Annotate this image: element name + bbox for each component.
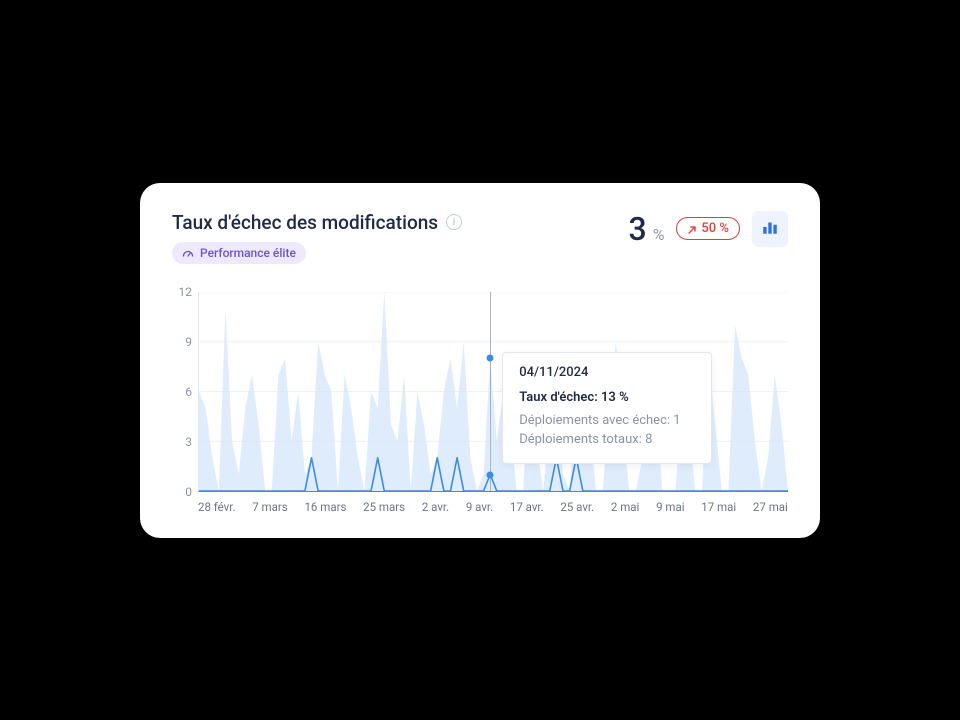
- x-tick-label: 17 mai: [701, 500, 736, 514]
- tooltip-date: 04/11/2024: [519, 365, 695, 380]
- chart-type-button[interactable]: [752, 211, 788, 247]
- tooltip-row1-label: Déploiements avec échec:: [519, 413, 670, 428]
- x-tick-label: 16 mars: [304, 500, 346, 514]
- x-tick-label: 25 mars: [363, 500, 405, 514]
- x-tick-label: 17 avr.: [510, 500, 544, 514]
- chart-tooltip: 04/11/2024 Taux d'échec: 13 % Déploiemen…: [502, 352, 712, 464]
- metric-number: 3: [629, 210, 647, 248]
- bar-chart-icon: [761, 218, 779, 240]
- metric-card: Taux d'échec des modifications Performan…: [140, 183, 820, 538]
- y-tick-label: 12: [179, 285, 193, 299]
- header-right: 3 % 50 %: [629, 211, 788, 247]
- y-tick-label: 0: [185, 485, 192, 499]
- x-axis: 28 févr. 7 mars 16 mars 25 mars 2 avr. 9 avr.…: [198, 500, 788, 514]
- x-tick-label: 25 avr.: [560, 500, 594, 514]
- delta-pill: 50 %: [676, 217, 740, 240]
- card-title: Taux d'échec des modifications: [172, 211, 438, 234]
- badge-label: Performance élite: [200, 246, 296, 260]
- tooltip-row1-value: 1: [673, 413, 680, 428]
- header-left: Taux d'échec des modifications Performan…: [172, 211, 613, 264]
- tooltip-main-row: Taux d'échec: 13 %: [519, 390, 695, 405]
- x-tick-label: 9 mai: [656, 500, 684, 514]
- metric-unit: %: [653, 225, 665, 244]
- tooltip-row2-label: Déploiements totaux:: [519, 432, 642, 447]
- metric-value: 3 %: [629, 213, 665, 245]
- card-header: Taux d'échec des modifications Performan…: [172, 211, 788, 264]
- arrow-up-right-icon: [687, 224, 697, 234]
- x-tick-label: 7 mars: [252, 500, 288, 514]
- gauge-icon: [182, 247, 194, 259]
- x-tick-label: 27 mai: [753, 500, 788, 514]
- y-axis: 036912: [172, 292, 198, 492]
- x-tick-label: 2 mai: [611, 500, 639, 514]
- title-row: Taux d'échec des modifications: [172, 211, 613, 234]
- tooltip-row2-value: 8: [645, 432, 652, 447]
- y-tick-label: 9: [185, 335, 192, 349]
- y-tick-label: 3: [185, 435, 192, 449]
- tooltip-main-label: Taux d'échec:: [519, 390, 598, 405]
- y-tick-label: 6: [185, 385, 192, 399]
- delta-value: 50 %: [701, 221, 729, 236]
- x-tick-label: 2 avr.: [422, 500, 449, 514]
- chart-area: 036912 04/11/2024 Taux d'échec: 13 % Dép…: [172, 292, 788, 514]
- tooltip-main-value: 13 %: [601, 390, 629, 405]
- chart-plot[interactable]: 04/11/2024 Taux d'échec: 13 % Déploiemen…: [198, 292, 788, 492]
- hover-dot-top: [487, 355, 494, 362]
- plot-wrap: 036912 04/11/2024 Taux d'échec: 13 % Dép…: [172, 292, 788, 492]
- tooltip-row-1: Déploiements avec échec: 1: [519, 413, 695, 428]
- performance-badge: Performance élite: [172, 242, 306, 264]
- hover-rule-line: [490, 292, 491, 491]
- x-tick-label: 9 avr.: [466, 500, 493, 514]
- hover-dot-bottom: [487, 471, 494, 478]
- tooltip-row-2: Déploiements totaux: 8: [519, 432, 695, 447]
- info-icon[interactable]: [446, 214, 462, 230]
- x-tick-label: 28 févr.: [198, 500, 235, 514]
